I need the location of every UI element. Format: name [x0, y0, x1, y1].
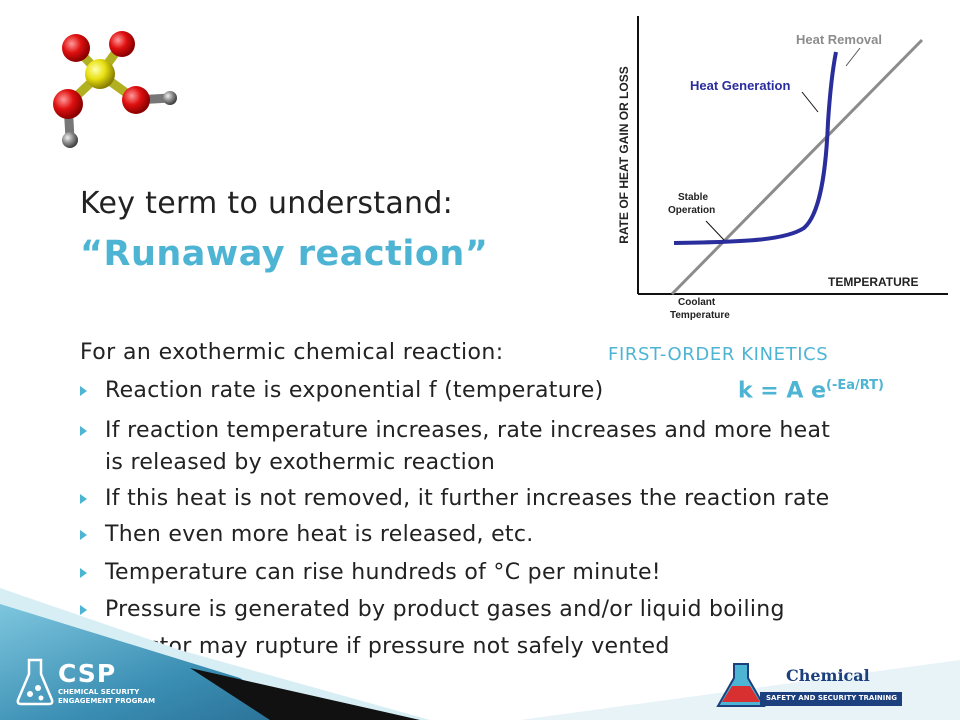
heat-removal-line: [670, 38, 924, 296]
stable-operation-pointer: [705, 220, 725, 241]
bullet-text: is released by exothermic reaction: [105, 450, 496, 475]
formula-base: k = A e: [738, 378, 826, 404]
swoosh-dark: [190, 668, 420, 720]
kinetics-label: FIRST-ORDER KINETICS: [608, 344, 829, 365]
coolant-label-line1: Coolant: [678, 297, 716, 308]
stable-label-line1: Stable: [678, 192, 708, 203]
y-axis-label: RATE OF HEAT GAIN OR LOSS: [617, 66, 631, 244]
heading-key-term: Key term to understand:: [80, 186, 454, 221]
bullet-text: If this heat is not removed, it further …: [105, 486, 830, 511]
bullet-arrow-icon: [80, 605, 87, 615]
chemical-flask-icon: [716, 663, 766, 707]
heat-balance-chart: RATE OF HEAT GAIN OR LOSS TEMPERATURE He…: [617, 16, 948, 321]
csp-flask-icon: [16, 658, 54, 706]
stable-label-line2: Operation: [668, 205, 715, 216]
csp-logo: CSP: [58, 659, 117, 688]
bullet-arrow-icon: [80, 426, 87, 436]
bullet-arrow-icon: [80, 568, 87, 578]
x-axis-label: TEMPERATURE: [828, 275, 918, 289]
heading-runaway-reaction: “Runaway reaction”: [80, 234, 489, 274]
bullet-text: Then even more heat is released, etc.: [105, 522, 534, 547]
bullet-arrow-icon: [80, 494, 87, 504]
molecule-illustration: [53, 31, 177, 148]
heat-generation-label: Heat Generation: [690, 78, 790, 93]
rate-formula: k = A e(-Ea/RT): [738, 378, 884, 403]
bullet-text: Reactor may rupture if pressure not safe…: [105, 634, 670, 659]
chemical-logo-title: Chemical: [786, 666, 870, 685]
bullet-text: Pressure is generated by product gases a…: [105, 597, 785, 622]
bullet-text: Temperature can rise hundreds of °C per …: [105, 560, 661, 585]
csp-subtitle-line1: CHEMICAL SECURITY: [58, 688, 140, 696]
coolant-label-line2: Temperature: [670, 310, 730, 321]
csp-subtitle-line2: ENGAGEMENT PROGRAM: [58, 697, 156, 705]
formula-exponent: (-Ea/RT): [826, 378, 884, 393]
chemical-logo-subtitle: SAFETY AND SECURITY TRAINING: [766, 694, 898, 702]
swoosh-blue: [0, 604, 300, 720]
bullet-arrow-icon: [80, 386, 87, 396]
heat-generation-curve: [673, 51, 838, 245]
heat-generation-pointer: [801, 91, 819, 113]
bullet-arrow-icon: [80, 530, 87, 540]
chemical-logo-bar: [760, 692, 902, 706]
bullet-text: If reaction temperature increases, rate …: [105, 418, 831, 443]
bullet-text: Reaction rate is exponential f (temperat…: [105, 378, 604, 403]
csp-subtitle: CHEMICAL SECURITY ENGAGEMENT PROGRAM: [58, 688, 155, 706]
heat-removal-pointer: [845, 47, 861, 67]
heat-removal-label: Heat Removal: [796, 32, 882, 47]
intro-text: For an exothermic chemical reaction:: [80, 340, 504, 365]
